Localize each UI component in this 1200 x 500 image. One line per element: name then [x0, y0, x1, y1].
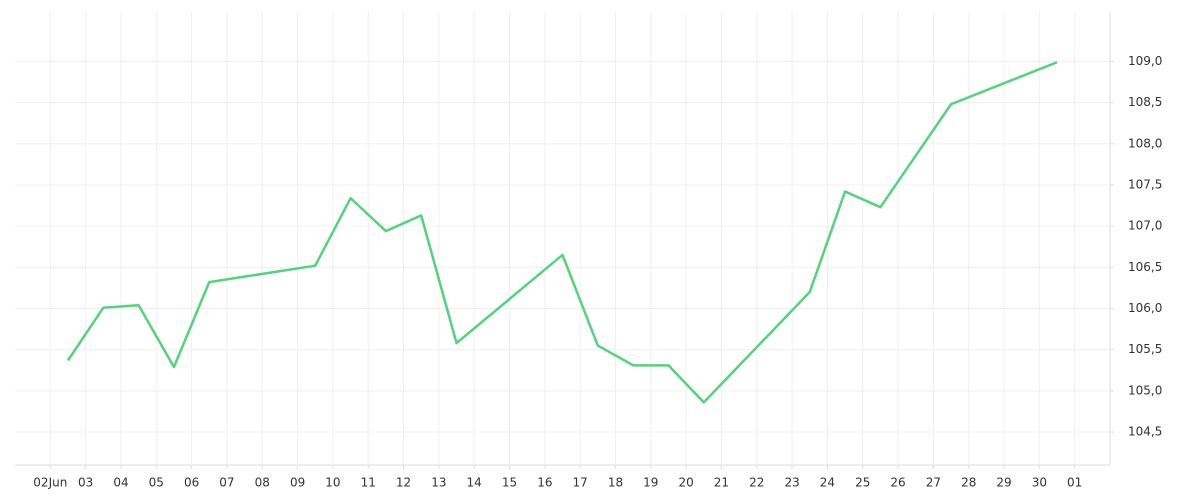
y-tick-label: 107,0 — [1128, 219, 1162, 233]
x-tick-label: 14 — [467, 476, 482, 490]
x-tick-label: 07 — [219, 476, 234, 490]
x-tick-label: 13 — [431, 476, 446, 490]
x-tick-label: 06 — [184, 476, 199, 490]
x-tick-label: 19 — [643, 476, 658, 490]
x-tick-label: 01 — [1067, 476, 1082, 490]
x-tick-label: 27 — [926, 476, 941, 490]
y-tick-label: 105,0 — [1128, 383, 1162, 397]
x-tick-label: 25 — [855, 476, 870, 490]
x-tick-label: 08 — [255, 476, 270, 490]
x-tick-label: 02Jun — [33, 476, 67, 490]
x-tick-label: 16 — [537, 476, 552, 490]
x-tick-label: 04 — [113, 476, 128, 490]
x-tick-label: 30 — [1032, 476, 1047, 490]
y-tick-label: 107,5 — [1128, 177, 1162, 191]
y-tick-label: 104,5 — [1128, 425, 1162, 439]
x-tick-label: 24 — [820, 476, 835, 490]
x-tick-label: 17 — [573, 476, 588, 490]
x-tick-label: 26 — [890, 476, 905, 490]
y-tick-label: 109,0 — [1128, 54, 1162, 68]
y-tick-label: 108,0 — [1128, 136, 1162, 150]
x-tick-label: 03 — [78, 476, 93, 490]
x-tick-label: 20 — [678, 476, 693, 490]
x-tick-label: 29 — [996, 476, 1011, 490]
line-series — [66, 61, 1058, 404]
x-tick-label: 23 — [784, 476, 799, 490]
y-tick-label: 106,0 — [1128, 301, 1162, 315]
x-tick-label: 05 — [149, 476, 164, 490]
x-tick-label: 11 — [361, 476, 376, 490]
x-tick-label: 28 — [961, 476, 976, 490]
x-tick-label: 15 — [502, 476, 517, 490]
x-tick-label: 09 — [290, 476, 305, 490]
x-tick-label: 10 — [325, 476, 340, 490]
y-tick-label: 105,5 — [1128, 342, 1162, 356]
x-tick-label: 22 — [749, 476, 764, 490]
x-tick-label: 21 — [714, 476, 729, 490]
y-tick-label: 106,5 — [1128, 260, 1162, 274]
x-tick-label: 12 — [396, 476, 411, 490]
y-tick-label: 108,5 — [1128, 95, 1162, 109]
x-tick-label: 18 — [608, 476, 623, 490]
